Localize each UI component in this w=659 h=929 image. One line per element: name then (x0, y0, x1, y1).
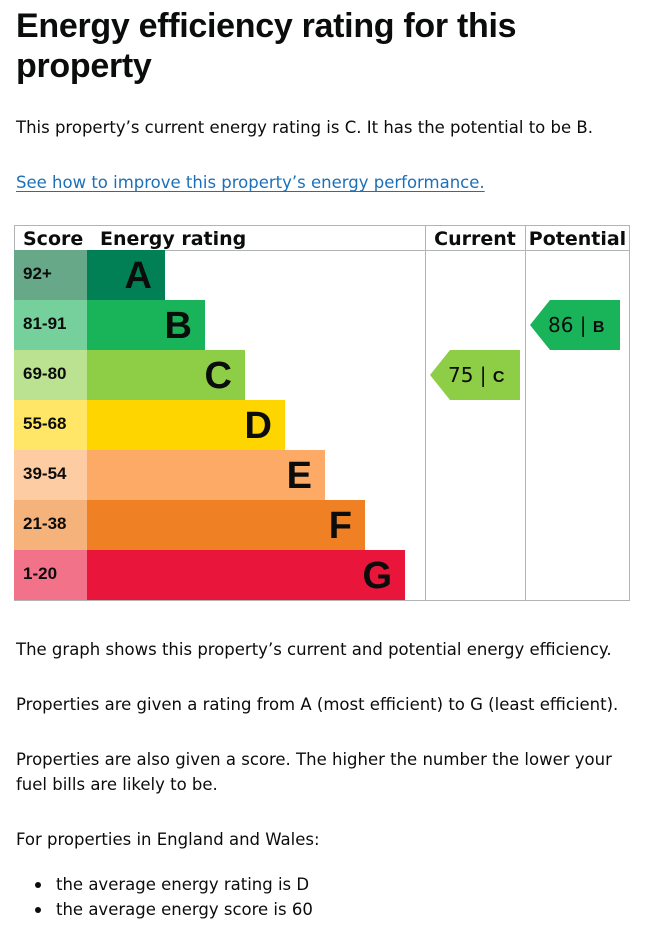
improve-performance-link[interactable]: See how to improve this property’s energ… (16, 173, 485, 192)
current-score-value: 75 | (448, 363, 493, 387)
rating-column-header: Energy rating (100, 228, 246, 250)
region-note: For properties in England and Wales: (16, 830, 320, 849)
current-column-header: Current (434, 228, 516, 250)
rating-bar-d (87, 400, 285, 450)
average-rating-item: the average energy rating is D (16, 872, 313, 897)
page-title: Energy efficiency rating for this proper… (16, 7, 517, 85)
score-range-f: 21-38 (23, 514, 66, 533)
average-score-item: the average energy score is 60 (16, 897, 313, 922)
score-cell-f (14, 500, 87, 550)
score-cell-c (14, 350, 87, 400)
improve-link-wrap: See how to improve this property’s energ… (16, 170, 641, 195)
potential-score-value: 86 | (548, 313, 593, 337)
score-cell-e (14, 450, 87, 500)
current-rating-label: 75 | C (448, 363, 505, 387)
score-range-b: 81-91 (23, 314, 66, 333)
score-cell-g (14, 550, 87, 600)
rating-letter-b: B (165, 305, 192, 347)
rating-bar-a (87, 250, 165, 300)
rating-letter-e: E (287, 455, 312, 497)
score-column-header: Score (23, 228, 83, 250)
potential-column-header: Potential (529, 228, 626, 250)
ratings-note: Properties are given a rating from A (mo… (16, 695, 619, 714)
epc-rating-chart: Score Energy rating Current Potential 92+ A 81… (14, 225, 630, 601)
potential-rating-label: 86 | B (548, 313, 604, 337)
score-cell-a (14, 250, 87, 300)
potential-rating-letter: B (593, 319, 605, 336)
rating-letter-d: D (245, 405, 272, 447)
rating-bar-g (87, 550, 405, 600)
current-rating-arrow (430, 350, 520, 400)
score-range-a: 92+ (23, 264, 52, 283)
rating-bar-b (87, 300, 205, 350)
potential-rating-arrow (530, 300, 620, 350)
rating-letter-a: A (125, 255, 152, 297)
rating-bar-e (87, 450, 325, 500)
rating-letter-g: G (362, 555, 392, 597)
current-rating-letter: C (493, 369, 505, 386)
intro-text: This property’s current energy rating is… (16, 118, 593, 137)
score-range-g: 1-20 (23, 564, 57, 583)
score-range-d: 55-68 (23, 414, 66, 433)
score-note: Properties are also given a score. The h… (16, 750, 612, 794)
score-cell-b (14, 300, 87, 350)
score-range-e: 39-54 (23, 464, 67, 483)
rating-bar-c (87, 350, 245, 400)
rating-letter-c: C (205, 355, 232, 397)
graph-note: The graph shows this property’s current … (16, 640, 612, 659)
averages-list: the average energy rating is D the avera… (16, 872, 313, 922)
score-range-c: 69-80 (23, 364, 66, 383)
rating-bar-f (87, 500, 365, 550)
score-cell-d (14, 400, 87, 450)
rating-letter-f: F (329, 505, 352, 547)
